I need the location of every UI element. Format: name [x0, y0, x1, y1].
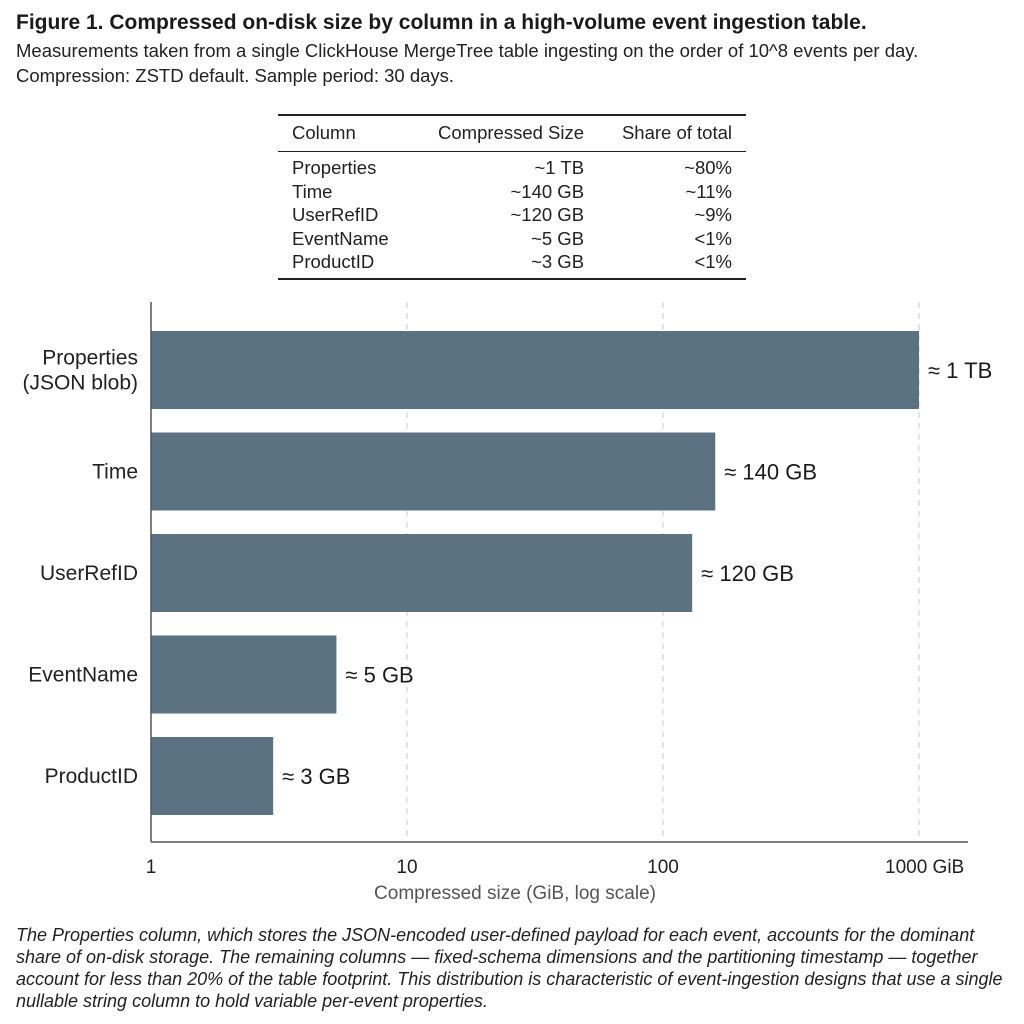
bar [151, 432, 716, 511]
bars [151, 331, 919, 815]
cell-column-name: ProductID [292, 251, 375, 272]
x-axis-label: Compressed size (GiB, log scale) [374, 883, 656, 904]
figure-caption: The Properties column, which stores the … [16, 925, 1003, 1011]
bar [151, 635, 337, 714]
cell-compressed-size: ~1 TB [534, 157, 585, 178]
bar [151, 737, 274, 815]
cell-column-name: Time [292, 180, 333, 202]
table-row: ProductID ~3 GB <1% [278, 250, 746, 279]
x-tick-label: 100 [647, 857, 679, 878]
data-label: ≈ 5 GB [345, 663, 413, 688]
cell-column-name: EventName [292, 227, 389, 249]
category-label: ProductID [45, 765, 138, 788]
subtitle-line-1: Measurements taken from a single ClickHo… [16, 40, 919, 61]
cell-compressed-size: ~5 GB [531, 227, 585, 249]
table-header-row: Column Compressed Size Share of total [278, 115, 746, 152]
table-row: UserRefID ~120 GB ~9% [278, 203, 746, 227]
summary-table: Column Compressed Size Share of total Pr… [278, 114, 746, 280]
category-label: Properties [42, 347, 138, 370]
x-tick-label: 10 [396, 857, 417, 878]
cell-share: <1% [694, 227, 732, 249]
data-label: ≈ 140 GB [724, 460, 817, 485]
table-row: Time ~140 GB ~11% [278, 180, 746, 204]
subtitle-line-2: Compression: ZSTD default. Sample period… [16, 65, 455, 86]
labels: Properties(JSON blob) Time UserRefID EventN… [22, 347, 992, 905]
category-label: (JSON blob) [22, 372, 138, 395]
header-compressed-size: Compressed Size [438, 122, 585, 143]
category-label: UserRefID [40, 562, 138, 585]
category-label: Time [92, 461, 138, 484]
cell-compressed-size: ~140 GB [510, 180, 585, 202]
cell-share: ~80% [684, 157, 732, 178]
axes [150, 302, 968, 843]
bar [151, 534, 693, 612]
cell-share: <1% [694, 251, 732, 272]
table-row: EventName ~5 GB <1% [278, 227, 746, 251]
category-label: EventName [28, 664, 138, 687]
cell-column-name: Properties [292, 157, 377, 178]
x-tick-label: 1 [146, 857, 157, 878]
data-label: ≈ 1 TB [928, 358, 992, 383]
figure-title: Figure 1. Compressed on-disk size by col… [16, 11, 867, 34]
header-column: Column [292, 122, 356, 143]
data-label: ≈ 3 GB [282, 764, 350, 789]
bar [151, 331, 919, 409]
figure-subtitle: Measurements taken from a single ClickHo… [16, 38, 1011, 88]
table-row: Properties ~1 TB ~80% [278, 152, 746, 180]
data-label: ≈ 120 GB [701, 561, 794, 586]
cell-compressed-size: ~3 GB [531, 251, 585, 272]
cell-share: ~11% [685, 180, 732, 202]
cell-compressed-size: ~120 GB [510, 204, 585, 225]
header-share-of-total: Share of total [621, 122, 732, 143]
cell-share: ~9% [694, 204, 732, 225]
bar-chart: Properties(JSON blob) Time UserRefID EventN… [22, 302, 992, 905]
cell-column-name: UserRefID [292, 204, 379, 225]
x-tick-label: 1000 GiB [885, 857, 964, 878]
